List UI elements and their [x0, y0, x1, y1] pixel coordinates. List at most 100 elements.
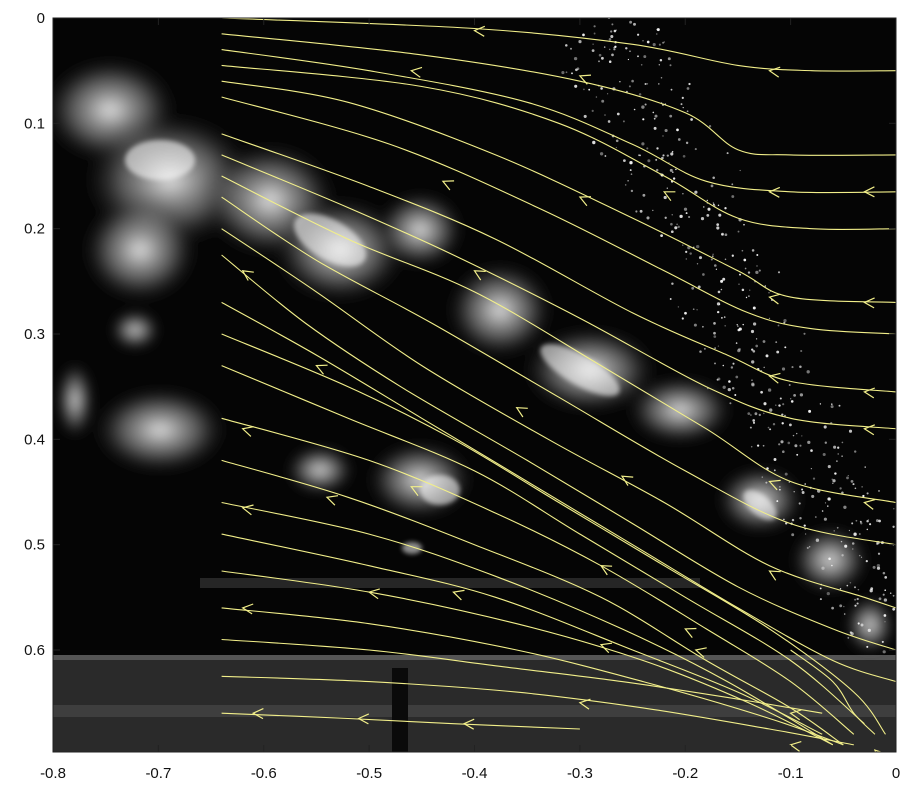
- particle: [849, 582, 852, 584]
- particle: [749, 426, 752, 429]
- particle: [827, 497, 831, 501]
- particle: [688, 82, 691, 86]
- particle: [865, 559, 868, 563]
- streamline-arrow: [684, 627, 697, 638]
- particle: [799, 393, 804, 397]
- particle: [881, 640, 884, 643]
- particle: [722, 385, 726, 389]
- particle: [722, 277, 726, 281]
- particle: [604, 114, 606, 116]
- particle: [592, 43, 594, 46]
- particle: [831, 403, 833, 405]
- particle: [793, 394, 796, 397]
- particle: [578, 40, 582, 44]
- particle: [676, 223, 678, 226]
- particle: [635, 210, 638, 213]
- particle: [769, 428, 772, 431]
- particle: [799, 365, 802, 369]
- particle: [716, 226, 720, 230]
- streamline-arrow: [789, 741, 802, 752]
- streamline: [221, 675, 854, 746]
- particle: [637, 55, 639, 58]
- particle: [702, 273, 705, 276]
- particle: [700, 217, 705, 221]
- particle: [831, 606, 834, 610]
- particle: [875, 519, 879, 523]
- streamline: [221, 301, 896, 683]
- particle: [749, 289, 751, 291]
- particle: [852, 548, 854, 550]
- particle: [779, 397, 782, 400]
- streamline-arrow: [863, 499, 876, 510]
- particle: [828, 557, 831, 561]
- particle: [658, 64, 660, 66]
- particle: [646, 82, 649, 85]
- streamline-arrow: [863, 387, 876, 399]
- particle: [653, 117, 656, 120]
- streamline-arrow: [251, 708, 264, 720]
- particle: [683, 207, 688, 211]
- particle: [824, 502, 827, 504]
- particle: [670, 222, 673, 226]
- particle: [627, 58, 630, 61]
- streamline-arrow: [409, 66, 423, 78]
- streamline-arrow: [325, 495, 339, 506]
- streamline: [221, 254, 896, 651]
- streamline-arrow: [241, 504, 254, 516]
- particle: [629, 20, 633, 24]
- particle: [768, 291, 770, 294]
- particle: [718, 303, 721, 305]
- particle: [850, 480, 854, 483]
- post: [392, 668, 408, 752]
- particle: [801, 488, 804, 491]
- particle: [773, 458, 777, 461]
- particle: [751, 379, 753, 381]
- particle: [671, 171, 674, 174]
- particle: [688, 215, 691, 219]
- streamline-arrow: [873, 749, 883, 752]
- streamline-arrow: [578, 74, 592, 85]
- particle: [766, 467, 769, 470]
- particle: [685, 250, 688, 254]
- streamline: [221, 18, 896, 72]
- particle: [628, 85, 631, 88]
- particle: [751, 383, 755, 387]
- particle: [750, 445, 753, 448]
- particle: [756, 265, 758, 267]
- particle: [713, 203, 715, 206]
- particle: [846, 584, 849, 587]
- particle: [748, 295, 750, 297]
- streamline-arrow: [599, 642, 613, 654]
- particle: [841, 554, 844, 557]
- floor-edge: [53, 655, 896, 660]
- particle: [752, 322, 757, 326]
- particle: [660, 234, 663, 238]
- particle: [788, 384, 791, 386]
- particle: [884, 621, 886, 623]
- particle: [629, 50, 631, 53]
- particle: [819, 587, 822, 590]
- particle: [564, 13, 566, 15]
- particle: [810, 467, 813, 470]
- particle: [783, 518, 785, 521]
- particle: [866, 645, 869, 648]
- streamline: [221, 607, 844, 746]
- particle: [860, 556, 863, 558]
- particle: [641, 105, 645, 109]
- particle: [712, 253, 714, 256]
- particle: [806, 546, 809, 549]
- particle: [796, 453, 799, 456]
- particle: [775, 404, 777, 406]
- particle: [821, 510, 824, 512]
- particle: [608, 48, 611, 51]
- particle: [559, 0, 562, 2]
- particle: [776, 500, 779, 503]
- streamline: [221, 33, 896, 156]
- particle: [717, 290, 721, 294]
- particle: [616, 112, 620, 116]
- particle: [800, 349, 803, 353]
- particle: [642, 39, 644, 42]
- particle: [843, 505, 847, 509]
- particle: [561, 71, 565, 75]
- particle: [633, 22, 636, 26]
